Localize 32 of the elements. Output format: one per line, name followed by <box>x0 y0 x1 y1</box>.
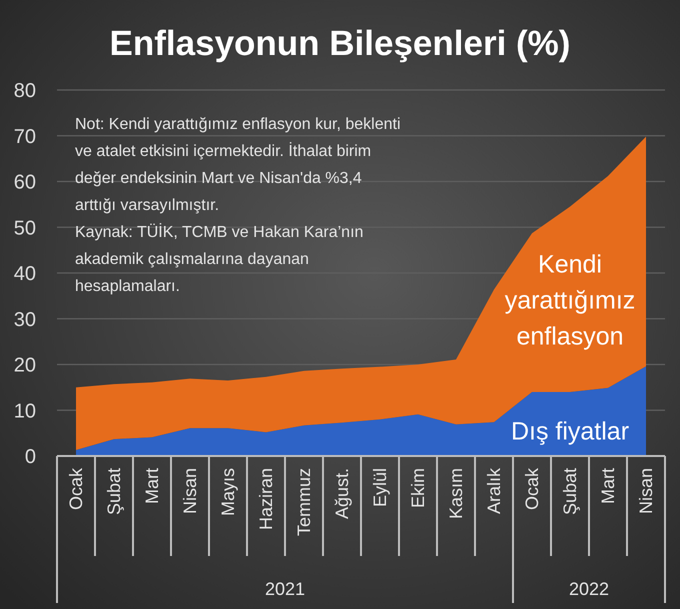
x-tick-label: Aralık <box>484 467 504 514</box>
x-tick-label: Ekim <box>408 468 428 508</box>
annotation: Kaynak: TÜİK, TCMB ve Hakan Kara’nın akademik çalışmalarına dayanan hesaplamaları. <box>75 223 364 295</box>
y-tick-label: 10 <box>14 400 36 422</box>
x-tick-label: Temmuz <box>294 468 314 536</box>
x-tick-label: Eylül <box>370 468 390 508</box>
y-tick-label: 20 <box>14 354 36 376</box>
x-tick-label: Mart <box>598 468 618 504</box>
y-tick-label: 70 <box>14 126 36 148</box>
chart-title: Enflasyonun Bileşenleri (%) <box>110 24 570 63</box>
x-tick-label: Ağust. <box>332 468 352 520</box>
annotation: Not: Kendi yarattığımız enflasyon kur, beklenti ve atalet etkisini içermektedir. İthalat birim değer endeksinin Mart ve Nisan'da %3,4 arttığı varsayılmıştır. <box>75 116 400 214</box>
text: 2022 <box>568 579 610 599</box>
y-tick-label: 0 <box>24 446 36 468</box>
y-tick-label: 80 <box>14 80 36 102</box>
x-tick-label: Haziran <box>256 468 276 530</box>
x-tick-label: Nisan <box>180 468 200 514</box>
y-tick-label: 30 <box>14 308 36 331</box>
x-tick-label: Mayıs <box>218 468 238 516</box>
x-tick-label: Ocak <box>66 467 86 510</box>
y-tick-label: 40 <box>14 263 36 285</box>
series-label: Kendi yarattığımız enflasyon <box>504 250 636 350</box>
x-tick-label: Nisan <box>636 468 656 514</box>
x-tick-label: Kasım <box>446 468 466 520</box>
y-tick-label: 60 <box>14 172 36 194</box>
x-tick-label: Ocak <box>522 467 542 510</box>
text: 2021 <box>264 579 306 599</box>
x-tick-label: Şubat <box>560 468 580 516</box>
series-label: Dış fiyatlar <box>510 417 630 446</box>
x-tick-label: Mart <box>142 468 162 504</box>
y-tick-label: 50 <box>14 217 36 240</box>
x-tick-label: Şubat <box>104 468 124 516</box>
